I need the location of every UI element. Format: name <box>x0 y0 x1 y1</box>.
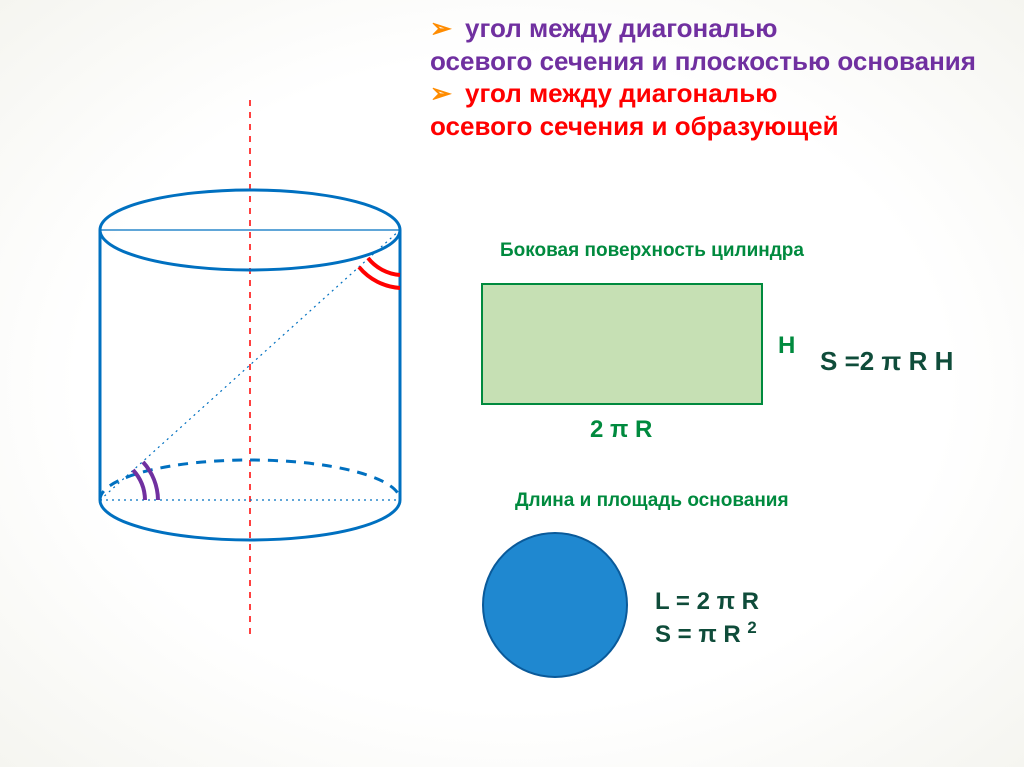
bullet2-text-a: угол между диагональю <box>465 78 777 108</box>
rect-shape <box>482 284 762 404</box>
base-title: Длина и площадь основания <box>515 490 789 512</box>
base-formula-S-sup: 2 <box>747 618 756 637</box>
bullet-2b: осевого сечения и образующей <box>430 110 990 143</box>
cylinder-diagram <box>60 100 440 640</box>
bullet-2: ➢ угол между диагональю <box>430 77 990 110</box>
lateral-rect <box>480 282 764 406</box>
bullet1-text-b: осевого сечения и плоскостью основания <box>430 46 976 76</box>
base-formula-S: S = π R 2 <box>655 618 757 649</box>
base-circle <box>480 530 630 680</box>
header-block: ➢ угол между диагональю осевого сечения … <box>430 12 990 142</box>
base-formula-L: L = 2 π R <box>655 588 759 616</box>
bullet1-text-a: угол между диагональю <box>465 13 777 43</box>
arrow-icon: ➢ <box>430 13 452 43</box>
lateral-h-label: H <box>778 332 795 360</box>
lateral-w-label: 2 π R <box>590 416 652 444</box>
bullet-1b: осевого сечения и плоскостью основания <box>430 45 990 78</box>
lateral-formula: S =2 π R H <box>820 346 953 377</box>
lateral-title: Боковая поверхность цилиндра <box>500 240 804 262</box>
bullet2-text-b: осевого сечения и образующей <box>430 111 839 141</box>
angle-gen-arc <box>368 258 400 275</box>
bullet-1: ➢ угол между диагональю <box>430 12 990 45</box>
angle-base-arc <box>133 470 145 500</box>
base-formula-S-main: S = π R <box>655 621 747 648</box>
